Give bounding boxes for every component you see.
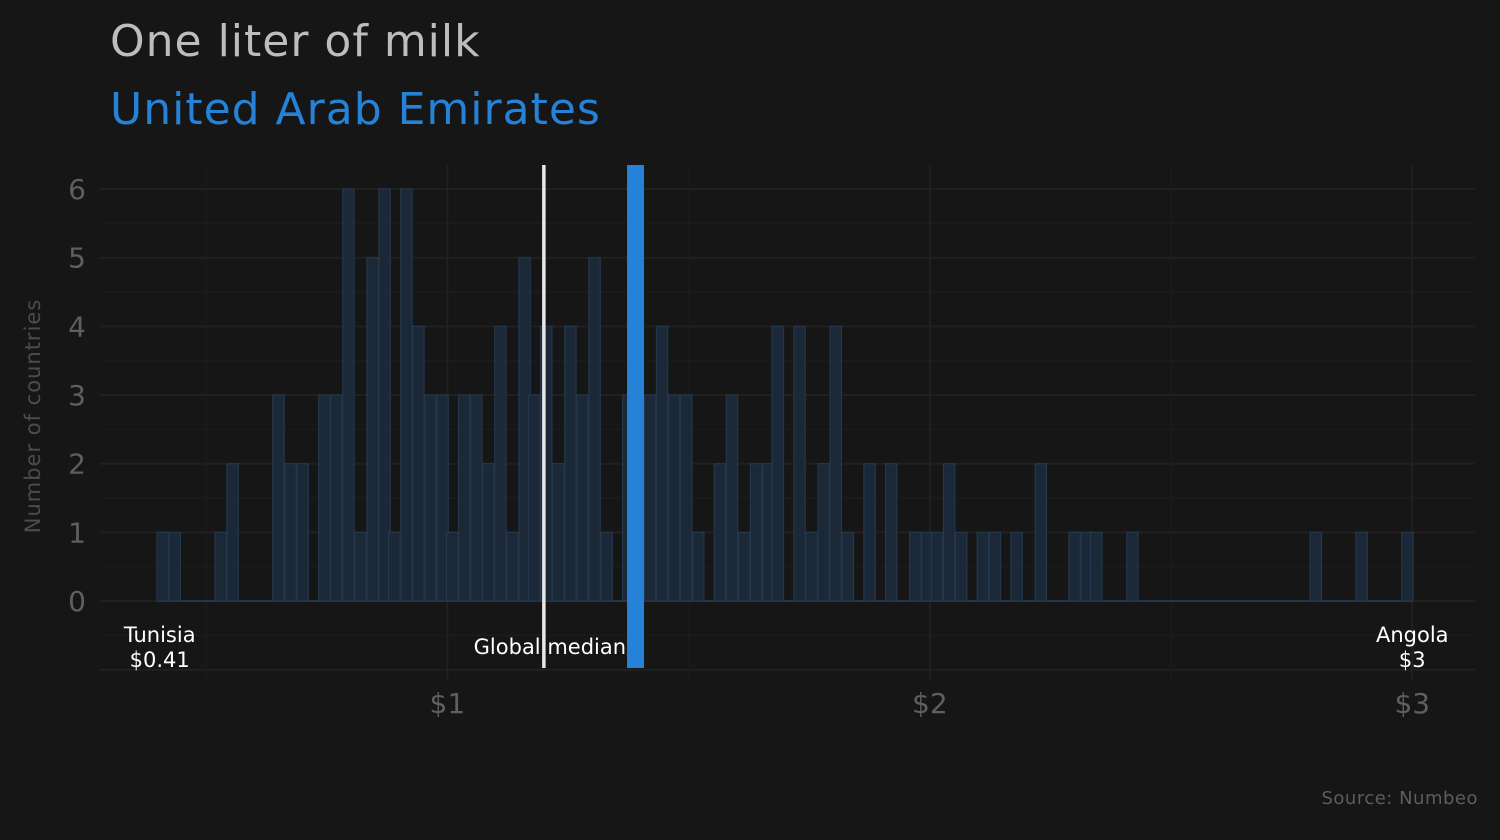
histogram-bar xyxy=(713,463,727,602)
histogram-bar xyxy=(655,325,669,602)
y-axis-label: Number of countries xyxy=(21,299,45,534)
source-note: Source: Numbeo xyxy=(1321,788,1478,809)
histogram-bar xyxy=(482,463,495,602)
min-annotation: Tunisia $0.41 xyxy=(123,623,196,672)
x-tick-label: $2 xyxy=(912,687,948,720)
histogram-bar xyxy=(366,257,379,602)
histogram-bar xyxy=(976,531,990,602)
histogram-bar xyxy=(600,531,613,602)
histogram-bar xyxy=(168,531,182,602)
histogram-bar xyxy=(272,394,285,602)
histogram-bar xyxy=(1068,531,1081,602)
histogram-bar xyxy=(156,531,169,602)
y-tick-label: 5 xyxy=(68,242,86,275)
y-tick-label: 4 xyxy=(68,310,86,343)
histogram-bar xyxy=(342,188,355,602)
histogram-bar xyxy=(930,531,944,602)
y-tick-label: 1 xyxy=(68,516,86,549)
histogram-bar xyxy=(1309,531,1323,602)
histogram-bar xyxy=(749,463,763,602)
min-country-label: Tunisia xyxy=(123,623,196,647)
histogram-bars xyxy=(156,188,1414,603)
histogram-bar xyxy=(400,188,413,602)
histogram-bar xyxy=(354,531,367,602)
grid-lines xyxy=(100,165,1475,680)
histogram-bar xyxy=(330,394,343,602)
histogram-bar xyxy=(643,394,657,602)
y-tick-label: 0 xyxy=(68,585,86,618)
reference-lines xyxy=(542,165,645,668)
histogram-bar xyxy=(1034,463,1048,602)
histogram-bar xyxy=(436,394,449,602)
y-tick-label: 6 xyxy=(68,173,86,206)
histogram-bar xyxy=(588,257,601,602)
histogram-bar xyxy=(378,188,391,602)
histogram-bar xyxy=(506,531,519,602)
histogram-bar xyxy=(793,325,806,602)
histogram-bar xyxy=(540,325,553,602)
histogram-bar xyxy=(494,325,507,602)
histogram-bar xyxy=(527,394,541,602)
histogram-bar xyxy=(954,531,968,602)
histogram-bar xyxy=(284,463,297,602)
histogram-bar xyxy=(1090,531,1103,602)
max-annotation: Angola $3 xyxy=(1376,623,1449,672)
histogram-bar xyxy=(1010,531,1023,602)
histogram-bar xyxy=(318,394,331,602)
histogram-bar xyxy=(679,394,693,602)
histogram-bar xyxy=(805,531,818,602)
histogram-bar xyxy=(691,531,705,602)
histogram-bar xyxy=(863,463,876,602)
histogram-bar xyxy=(552,463,565,602)
histogram-bar xyxy=(296,463,309,602)
x-tick-label: $1 xyxy=(430,687,466,720)
histogram-bar xyxy=(884,463,898,602)
histogram-bar xyxy=(564,325,577,602)
histogram-bar xyxy=(470,394,483,602)
y-tick-label: 3 xyxy=(68,379,86,412)
histogram-bar xyxy=(829,325,843,602)
histogram-bar xyxy=(737,531,751,602)
histogram-bar xyxy=(841,531,855,602)
histogram-bar xyxy=(445,531,459,602)
histogram-bar xyxy=(817,463,830,602)
max-country-label: Angola xyxy=(1376,623,1449,647)
min-price-label: $0.41 xyxy=(130,648,190,672)
histogram-bar xyxy=(424,394,437,602)
histogram-bar xyxy=(214,531,227,602)
histogram-bar xyxy=(1126,531,1139,602)
histogram-bar xyxy=(226,463,239,602)
histogram-bar xyxy=(988,531,1002,602)
x-tick-label: $3 xyxy=(1394,687,1430,720)
histogram-bar xyxy=(457,394,471,602)
histogram-bar xyxy=(667,394,681,602)
histogram-bar xyxy=(909,531,922,602)
chart-subtitle: United Arab Emirates xyxy=(110,84,601,135)
histogram-bar xyxy=(1401,531,1414,602)
histogram-bar xyxy=(942,463,956,602)
global-median-label: Global median xyxy=(474,635,626,659)
x-axis-ticks: $1 $2 $3 xyxy=(430,687,1431,720)
histogram-bar xyxy=(771,325,785,602)
y-tick-label: 2 xyxy=(68,448,86,481)
histogram-bar xyxy=(388,531,401,602)
max-price-label: $3 xyxy=(1399,648,1426,672)
histogram-bar xyxy=(725,394,739,602)
histogram-bar xyxy=(412,325,425,602)
histogram-bar xyxy=(1355,531,1368,602)
y-axis-ticks: 0 1 2 3 4 5 6 xyxy=(68,173,86,618)
histogram-bar xyxy=(576,394,589,602)
chart-title: One liter of milk xyxy=(110,16,481,67)
